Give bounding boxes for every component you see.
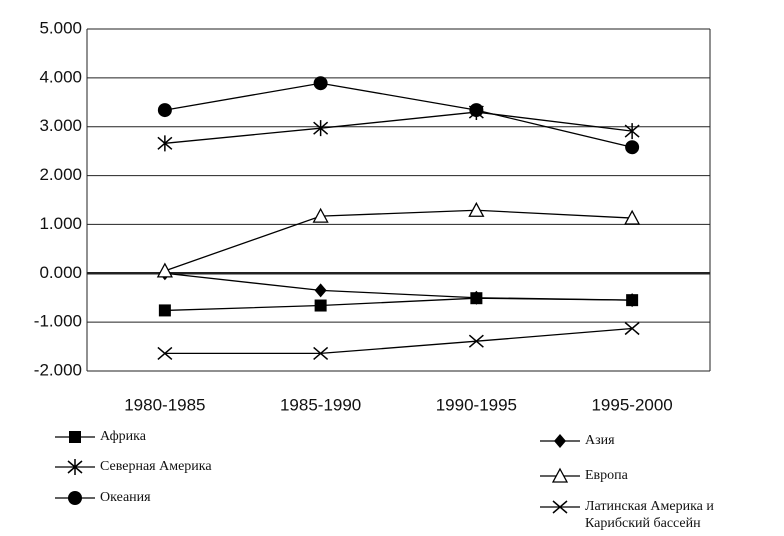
data-point	[313, 346, 329, 360]
data-point	[314, 283, 327, 298]
legend-marker	[67, 459, 83, 475]
series-line	[164, 327, 633, 355]
y-tick-label: -1.000	[34, 312, 82, 331]
legend-label: Латинская Америка и Карибский бассейн	[585, 499, 714, 531]
y-tick-label: 1.000	[39, 214, 82, 233]
data-point	[157, 103, 172, 118]
data-point	[312, 207, 329, 223]
data-point	[624, 209, 641, 225]
legend-label: Европа	[585, 468, 628, 483]
series-line	[164, 209, 633, 272]
data-point	[313, 120, 329, 137]
legend-label: Северная Америка	[100, 459, 212, 474]
data-point	[470, 290, 483, 305]
x-tick-label: 1985-1990	[280, 395, 361, 414]
data-point	[158, 304, 171, 317]
legend-label: Африка	[100, 429, 146, 444]
legend-marker	[551, 467, 569, 483]
data-point	[313, 76, 328, 91]
data-point	[626, 293, 639, 308]
data-point	[469, 103, 484, 118]
data-point	[314, 299, 327, 312]
y-tick-label: 3.000	[39, 116, 82, 135]
series-line	[164, 272, 633, 301]
series-line	[164, 111, 633, 144]
x-tick-label: 1990-1995	[436, 395, 517, 414]
legend-label: Океания	[100, 490, 151, 505]
data-point	[157, 135, 173, 152]
x-tick-label: 1995-2000	[591, 395, 672, 414]
legend-marker	[68, 491, 82, 505]
series-line	[164, 297, 633, 312]
data-point	[157, 346, 173, 360]
series-line	[164, 82, 633, 148]
legend-label: Азия	[585, 433, 615, 448]
y-tick-label: 4.000	[39, 67, 82, 86]
legend-marker	[554, 434, 566, 448]
data-point	[468, 201, 485, 217]
legend-marker	[69, 431, 81, 443]
data-point	[625, 140, 640, 155]
y-tick-label: 2.000	[39, 165, 82, 184]
x-tick-label: 1980-1985	[124, 395, 205, 414]
legend-marker	[552, 500, 568, 514]
data-point	[468, 334, 484, 348]
data-point	[624, 321, 640, 336]
data-point	[156, 262, 173, 278]
data-point	[624, 123, 640, 140]
y-tick-label: -2.000	[34, 360, 82, 379]
y-tick-label: 0.000	[39, 263, 82, 282]
y-tick-label: 5.000	[39, 18, 82, 37]
